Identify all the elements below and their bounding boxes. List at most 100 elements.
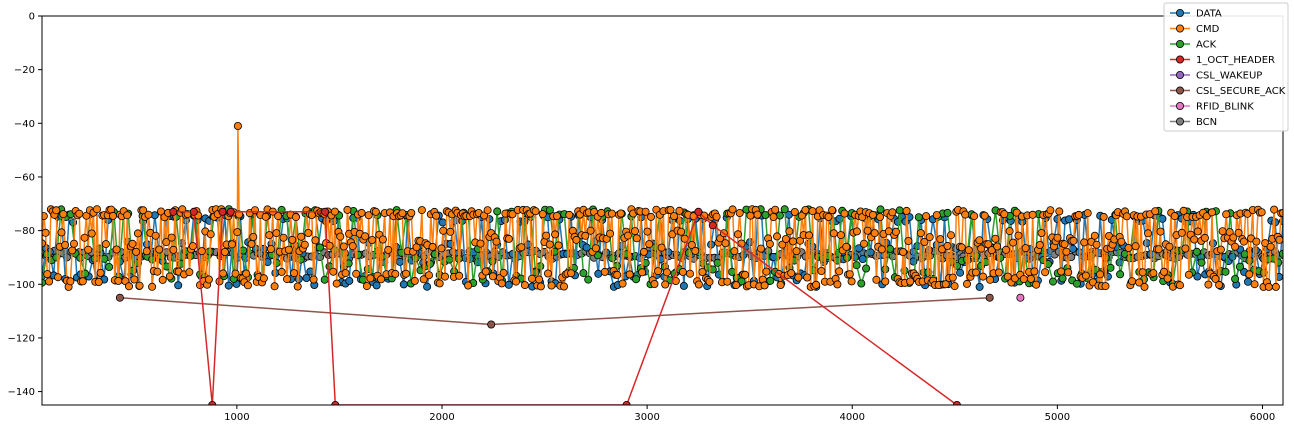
data-point — [975, 282, 984, 291]
data-point — [1064, 268, 1073, 277]
data-point — [857, 279, 866, 288]
legend-item: DATA — [1170, 9, 1222, 20]
data-point — [336, 232, 345, 241]
data-point — [288, 235, 297, 244]
legend-marker — [1176, 71, 1185, 80]
data-point — [868, 210, 877, 219]
data-point — [481, 267, 490, 276]
data-point — [1154, 245, 1163, 254]
data-point — [796, 236, 805, 245]
data-point — [407, 208, 416, 217]
data-point — [1049, 277, 1058, 286]
x-tick-label: 4000 — [840, 412, 865, 423]
data-point — [712, 212, 721, 221]
data-point — [151, 231, 160, 240]
data-point — [270, 282, 279, 291]
data-point — [812, 280, 821, 289]
data-point — [708, 221, 717, 230]
y-tick-label: −120 — [8, 333, 35, 344]
data-point — [1192, 247, 1201, 256]
data-point — [1245, 270, 1254, 279]
data-point — [233, 228, 242, 237]
y-tick-label: −140 — [8, 387, 35, 398]
data-point — [206, 230, 215, 239]
data-point — [144, 210, 153, 219]
data-point — [631, 227, 640, 236]
legend-marker — [1176, 40, 1185, 49]
data-point — [705, 277, 714, 286]
data-point — [906, 277, 915, 286]
data-point — [391, 269, 400, 278]
data-point — [1074, 210, 1083, 219]
data-point — [1228, 252, 1237, 261]
data-point — [167, 233, 176, 242]
data-point — [904, 236, 913, 245]
x-tick-label: 1000 — [224, 412, 249, 423]
data-point — [545, 240, 554, 249]
data-point — [1264, 282, 1273, 291]
data-point — [1099, 212, 1108, 221]
data-point — [1197, 258, 1206, 267]
data-point — [1002, 245, 1011, 254]
data-point — [165, 272, 174, 281]
legend-marker — [1176, 117, 1185, 126]
data-point — [1026, 274, 1035, 283]
y-tick-label: −60 — [14, 172, 35, 183]
data-point — [902, 206, 911, 215]
plot-frame — [41, 15, 1284, 406]
data-point — [536, 282, 545, 291]
data-point — [643, 227, 652, 236]
data-point — [639, 247, 648, 256]
data-point — [42, 228, 50, 237]
data-point — [753, 210, 762, 219]
data-point — [1046, 206, 1055, 215]
x-tick-label: 2000 — [429, 412, 454, 423]
data-point — [876, 212, 885, 221]
legend-item: CSL_WAKEUP — [1170, 71, 1262, 82]
data-point — [551, 230, 560, 239]
data-point — [483, 206, 492, 215]
data-point — [835, 267, 844, 276]
data-point — [68, 246, 77, 255]
data-point — [123, 211, 132, 220]
data-point — [805, 231, 814, 240]
data-point — [290, 269, 299, 278]
data-point — [687, 240, 696, 249]
data-point — [352, 269, 361, 278]
data-point — [1116, 270, 1125, 279]
data-point — [991, 234, 1000, 243]
data-point — [732, 281, 741, 290]
data-point — [1244, 277, 1253, 286]
data-point — [920, 237, 929, 246]
data-point — [226, 207, 235, 216]
y-tick-label: −100 — [8, 280, 35, 291]
data-point — [1216, 245, 1225, 254]
data-point — [817, 266, 826, 275]
data-point — [594, 269, 603, 278]
data-point — [423, 282, 432, 291]
data-point — [274, 212, 283, 221]
data-point — [679, 281, 688, 290]
data-point — [771, 205, 780, 214]
legend-label: RFID_BLINK — [1196, 102, 1254, 113]
data-point — [125, 282, 134, 291]
data-point — [395, 257, 404, 266]
data-point — [1261, 239, 1270, 248]
data-point — [1221, 267, 1230, 276]
data-point — [401, 269, 410, 278]
series-rfid-blink — [1016, 293, 1025, 302]
data-point — [348, 242, 357, 251]
data-point — [979, 272, 988, 281]
data-point — [647, 212, 656, 221]
data-point — [675, 206, 684, 215]
data-point — [1181, 244, 1190, 253]
data-point — [204, 275, 213, 284]
data-point — [781, 234, 790, 243]
data-point — [730, 247, 739, 256]
data-point — [650, 279, 659, 288]
data-point — [1142, 239, 1151, 248]
data-point — [876, 205, 885, 214]
data-point — [1009, 238, 1018, 247]
data-point — [1211, 274, 1220, 283]
data-point — [372, 281, 381, 290]
